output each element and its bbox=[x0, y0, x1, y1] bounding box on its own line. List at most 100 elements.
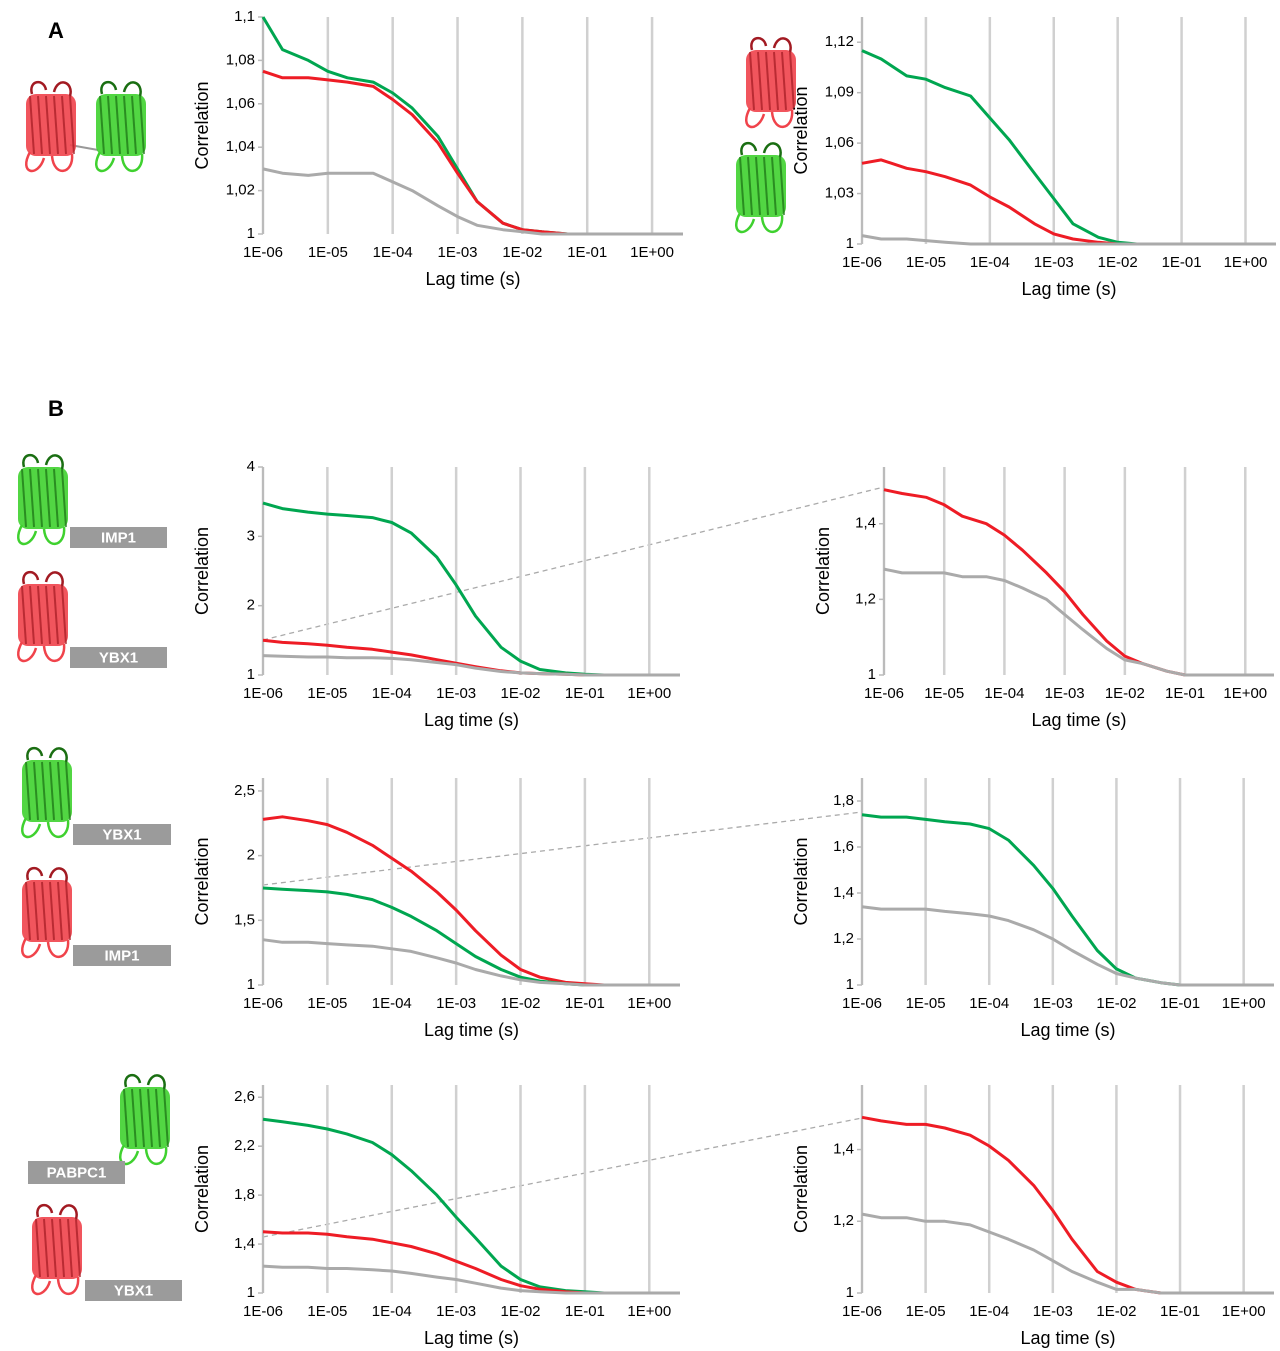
y-tick-label: 1,02 bbox=[226, 182, 255, 199]
strand bbox=[757, 51, 763, 111]
x-axis-title: Lag time (s) bbox=[424, 1328, 519, 1348]
y-axis-title: Correlation bbox=[791, 1145, 811, 1233]
x-tick-label: 1E+00 bbox=[1223, 685, 1267, 702]
x-axis-title: Lag time (s) bbox=[1020, 1328, 1115, 1348]
x-tick-label: 1E-03 bbox=[1033, 995, 1073, 1012]
series-line bbox=[261, 16, 683, 236]
strand bbox=[99, 95, 105, 155]
x-tick-label: 1E-03 bbox=[436, 685, 476, 702]
y-tick-label: 1,8 bbox=[234, 1186, 255, 1203]
strand bbox=[25, 761, 31, 821]
loop bbox=[745, 107, 794, 129]
loop bbox=[22, 454, 64, 470]
strand bbox=[789, 51, 795, 111]
y-tick-label: 2,2 bbox=[234, 1137, 255, 1154]
loop bbox=[36, 1204, 78, 1220]
x-tick-label: 1E-06 bbox=[243, 685, 283, 702]
x-tick-label: 1E+00 bbox=[1224, 254, 1268, 271]
strand bbox=[749, 51, 755, 111]
tag-label: IMP1 bbox=[104, 947, 139, 964]
y-axis-title: Correlation bbox=[791, 86, 811, 174]
x-tick-label: 1E-06 bbox=[243, 244, 283, 261]
x-tick-label: 1E-06 bbox=[842, 995, 882, 1012]
loop bbox=[735, 212, 784, 234]
loop bbox=[25, 151, 74, 173]
x-tick-label: 1E-02 bbox=[1096, 995, 1136, 1012]
protein-icon bbox=[17, 571, 68, 663]
strand bbox=[765, 51, 771, 111]
strand bbox=[21, 468, 27, 528]
x-tick-label: 1E-05 bbox=[307, 685, 347, 702]
strand bbox=[771, 156, 777, 216]
tag-box bbox=[28, 1161, 125, 1184]
x-tick-label: 1E+00 bbox=[627, 995, 671, 1012]
x-tick-label: 1E-02 bbox=[502, 244, 542, 261]
series-line bbox=[262, 886, 680, 987]
loop bbox=[26, 747, 68, 763]
loop bbox=[21, 937, 70, 959]
loop bbox=[95, 151, 144, 173]
protein-icon bbox=[31, 1204, 82, 1296]
y-axis-title: Correlation bbox=[192, 527, 212, 615]
strand bbox=[65, 761, 71, 821]
y-tick-label: 1,4 bbox=[855, 515, 876, 532]
x-tick-label: 1E-02 bbox=[501, 685, 541, 702]
x-tick-label: 1E+00 bbox=[1222, 1303, 1266, 1320]
strand bbox=[69, 95, 75, 155]
zoom-line bbox=[262, 486, 885, 641]
y-tick-label: 1,4 bbox=[833, 1141, 854, 1158]
strand bbox=[747, 156, 753, 216]
strand bbox=[75, 1218, 81, 1278]
strand bbox=[147, 1088, 153, 1148]
y-tick-label: 1,04 bbox=[226, 138, 255, 155]
protein-icon bbox=[735, 142, 786, 234]
tag-box bbox=[73, 945, 171, 966]
protein-icon bbox=[95, 81, 146, 173]
series-line bbox=[861, 813, 1274, 987]
zoom-line bbox=[262, 811, 863, 886]
x-axis-title: Lag time (s) bbox=[1031, 710, 1126, 730]
x-tick-label: 1E-03 bbox=[436, 995, 476, 1012]
strand bbox=[45, 95, 51, 155]
strand bbox=[139, 1088, 145, 1148]
strand bbox=[123, 1088, 129, 1148]
tag-label: YBX1 bbox=[114, 1282, 153, 1299]
strand bbox=[49, 761, 55, 821]
strand bbox=[123, 95, 129, 155]
protein-icon bbox=[745, 37, 796, 129]
x-tick-label: 1E-05 bbox=[307, 995, 347, 1012]
series-line bbox=[262, 501, 680, 677]
strand bbox=[29, 468, 35, 528]
x-tick-label: 1E-01 bbox=[565, 1303, 605, 1320]
y-axis-title: Correlation bbox=[791, 837, 811, 925]
series-line bbox=[861, 49, 1276, 246]
x-tick-label: 1E-02 bbox=[501, 995, 541, 1012]
x-tick-label: 1E-06 bbox=[842, 1303, 882, 1320]
y-tick-label: 1,06 bbox=[226, 95, 255, 112]
strand bbox=[57, 881, 63, 941]
strand bbox=[21, 585, 27, 645]
y-axis-title: Correlation bbox=[192, 837, 212, 925]
series-line bbox=[262, 815, 680, 987]
tag-box bbox=[70, 647, 167, 668]
strand bbox=[49, 881, 55, 941]
zoom-connectors bbox=[262, 486, 885, 1238]
tag-label: YBX1 bbox=[99, 649, 138, 666]
series-line bbox=[861, 234, 1276, 246]
strand bbox=[37, 95, 43, 155]
y-axis-title: Correlation bbox=[192, 1145, 212, 1233]
y-tick-label: 1,08 bbox=[226, 51, 255, 68]
tag-box bbox=[70, 527, 167, 548]
zoom-line bbox=[262, 1117, 863, 1238]
protein-icon bbox=[21, 747, 72, 839]
x-tick-label: 1E-06 bbox=[864, 685, 904, 702]
series-line bbox=[262, 1264, 680, 1295]
x-tick-label: 1E-05 bbox=[906, 1303, 946, 1320]
loop bbox=[31, 1274, 80, 1296]
x-tick-label: 1E-01 bbox=[1165, 685, 1205, 702]
x-tick-label: 1E-03 bbox=[438, 244, 478, 261]
y-tick-label: 1,2 bbox=[855, 590, 876, 607]
tag-label: YBX1 bbox=[102, 826, 141, 843]
strand bbox=[107, 95, 113, 155]
